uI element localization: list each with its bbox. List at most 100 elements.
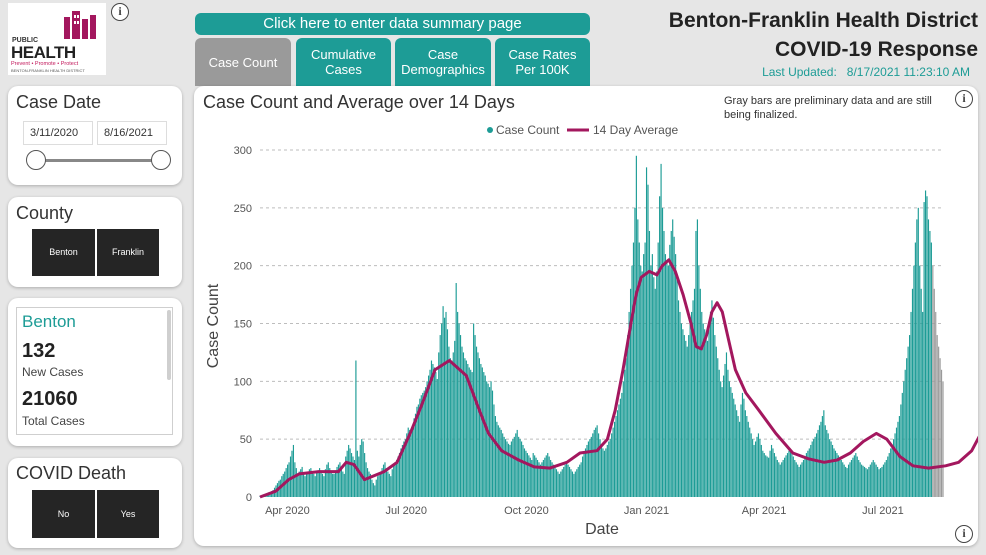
case-count-bar[interactable] [324, 469, 326, 497]
case-count-bar[interactable] [480, 363, 482, 497]
case-count-bar[interactable] [525, 450, 527, 497]
case-count-bar[interactable] [878, 469, 880, 497]
case-count-bar[interactable] [647, 184, 649, 497]
case-count-bar[interactable] [837, 455, 839, 497]
case-count-bar[interactable] [326, 464, 328, 497]
case-count-bar[interactable] [717, 358, 719, 497]
case-count-bar[interactable] [847, 464, 850, 497]
case-count-bar[interactable] [532, 453, 534, 497]
case-count-bar[interactable] [746, 416, 748, 497]
case-count-bar[interactable] [446, 329, 449, 497]
case-count-bar[interactable] [609, 439, 611, 497]
case-count-bar[interactable] [675, 254, 677, 497]
case-count-bar[interactable] [561, 469, 563, 497]
case-count-bar[interactable] [330, 471, 332, 497]
case-count-bar[interactable] [688, 335, 690, 497]
case-count-bar[interactable] [596, 425, 598, 497]
case-count-bar[interactable] [798, 466, 800, 497]
case-count-bar[interactable] [364, 453, 366, 497]
case-count-bar[interactable] [727, 369, 729, 497]
case-count-bar[interactable] [836, 453, 838, 497]
case-count-bar[interactable] [730, 387, 732, 497]
case-count-bar[interactable] [583, 453, 585, 497]
case-count-bar[interactable] [528, 455, 530, 497]
case-count-bar[interactable] [715, 346, 717, 497]
case-count-bar[interactable] [721, 387, 723, 497]
case-count-bar[interactable] [506, 441, 508, 497]
data-summary-button[interactable]: Click here to enter data summary page [195, 13, 590, 35]
case-count-bar[interactable] [749, 427, 751, 497]
case-count-bar[interactable] [907, 346, 909, 497]
case-count-bar[interactable] [895, 427, 898, 497]
case-count-bar[interactable] [340, 468, 342, 497]
case-count-bar[interactable] [606, 444, 608, 497]
preliminary-bar[interactable] [940, 369, 943, 497]
case-count-bar[interactable] [410, 433, 412, 497]
preliminary-bar[interactable] [939, 358, 941, 497]
case-count-bar[interactable] [461, 346, 463, 497]
case-count-bar[interactable] [551, 462, 553, 497]
case-count-bar[interactable] [589, 439, 591, 497]
case-count-bar[interactable] [829, 439, 831, 497]
case-count-bar[interactable] [917, 207, 919, 497]
case-count-bar[interactable] [669, 244, 671, 497]
case-count-bar[interactable] [567, 464, 569, 497]
case-count-bar[interactable] [858, 459, 860, 497]
case-count-bar[interactable] [394, 462, 396, 497]
case-count-bar[interactable] [430, 360, 433, 497]
case-count-bar[interactable] [358, 456, 360, 497]
case-count-bar[interactable] [686, 346, 688, 497]
case-count-bar[interactable] [573, 473, 575, 497]
case-count-bar[interactable] [685, 340, 687, 497]
case-count-bar[interactable] [659, 196, 661, 497]
case-count-bar[interactable] [802, 459, 805, 497]
case-count-bar[interactable] [734, 404, 736, 497]
case-count-bar[interactable] [550, 459, 552, 497]
case-count-bar[interactable] [526, 453, 528, 497]
case-count-bar[interactable] [348, 444, 350, 497]
case-count-bar[interactable] [465, 360, 467, 497]
date-slider-start-handle[interactable] [26, 150, 46, 170]
case-count-bar[interactable] [866, 469, 869, 497]
case-count-bar[interactable] [343, 473, 345, 497]
case-count-bar[interactable] [592, 433, 594, 497]
case-count-bar[interactable] [600, 444, 603, 497]
case-count-bar[interactable] [772, 448, 774, 497]
case-count-bar[interactable] [768, 457, 770, 497]
case-count-bar[interactable] [291, 450, 293, 497]
case-count-bar[interactable] [738, 421, 741, 497]
case-count-bar[interactable] [903, 381, 905, 497]
start-date-input[interactable]: 3/11/2020 [23, 121, 93, 145]
death-yes-button[interactable]: Yes [97, 490, 159, 538]
case-count-bar[interactable] [661, 207, 664, 497]
case-count-bar[interactable] [388, 473, 390, 497]
case-count-bar[interactable] [598, 433, 600, 497]
case-count-bar[interactable] [651, 254, 653, 497]
case-count-bar[interactable] [599, 439, 601, 497]
county-franklin-button[interactable]: Franklin [97, 229, 159, 276]
case-count-bar[interactable] [380, 471, 382, 497]
case-count-bar[interactable] [900, 404, 902, 497]
case-count-bar[interactable] [552, 464, 555, 497]
case-count-bar[interactable] [346, 450, 348, 497]
case-count-bar[interactable] [545, 455, 547, 497]
case-count-bar[interactable] [378, 473, 380, 497]
case-count-bar[interactable] [845, 466, 847, 497]
case-count-bar[interactable] [507, 443, 510, 497]
case-count-bar[interactable] [884, 462, 886, 497]
case-count-bar[interactable] [345, 456, 347, 497]
case-count-bar[interactable] [881, 466, 883, 497]
case-count-bar[interactable] [621, 392, 623, 497]
case-count-bar[interactable] [294, 462, 296, 497]
case-count-bar[interactable] [513, 436, 515, 497]
case-count-bar[interactable] [568, 466, 571, 497]
case-count-bar[interactable] [663, 230, 665, 497]
case-count-bar[interactable] [834, 450, 837, 497]
case-count-bar[interactable] [566, 462, 568, 497]
case-count-bar[interactable] [801, 462, 803, 497]
case-count-bar[interactable] [922, 311, 924, 497]
case-count-bar[interactable] [888, 453, 890, 497]
case-count-bar[interactable] [855, 453, 857, 497]
case-count-bar[interactable] [874, 462, 876, 497]
case-count-bar[interactable] [827, 433, 829, 497]
